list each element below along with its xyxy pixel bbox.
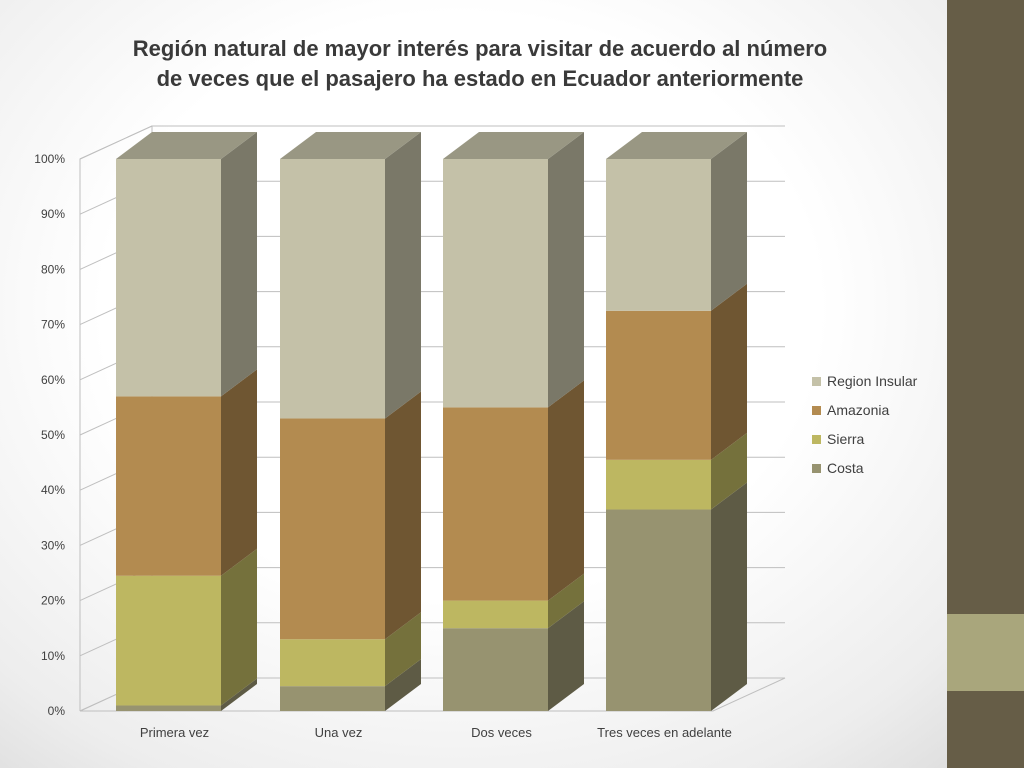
bar-costa-1: [116, 705, 221, 711]
bar-sierra-4: [606, 459, 711, 510]
y-tick-label: 100%: [34, 152, 65, 166]
x-category-label: Primera vez: [140, 725, 209, 740]
chart-title: Región natural de mayor interés para vis…: [100, 34, 860, 94]
chart-title-line-2: de veces que el pasajero ha estado en Ec…: [156, 66, 804, 91]
x-category-label: Dos veces: [471, 725, 532, 740]
bar-region-insular-2-side: [385, 132, 421, 419]
bar-top-4: [606, 132, 747, 159]
bar-top-3: [443, 132, 584, 159]
gridline: [79, 125, 785, 160]
y-tick-label: 30%: [41, 538, 65, 552]
legend-label: Amazonia: [827, 402, 889, 418]
x-category-label: Tres veces en adelante: [597, 725, 732, 740]
bar-amazonia-2: [280, 418, 385, 640]
y-tick-label: 20%: [41, 594, 65, 608]
y-tick-label: 10%: [41, 649, 65, 663]
bar-region-insular-4: [606, 159, 711, 311]
y-axis-tick-labels: 0% 10% 20% 30% 40% 50% 60% 70% 80% 90% 100%: [34, 152, 65, 718]
legend-swatch: [812, 406, 821, 415]
bar-region-insular-2: [280, 159, 385, 419]
legend-label: Costa: [827, 460, 864, 476]
bar-region-insular-3-side: [548, 132, 584, 408]
y-tick-label: 90%: [41, 207, 65, 221]
bar-costa-3-side: [548, 601, 584, 711]
bar-sierra-1-side: [221, 548, 257, 706]
y-tick-label: 70%: [41, 318, 65, 332]
y-tick-label: 80%: [41, 262, 65, 276]
bar-amazonia-1: [116, 396, 221, 576]
bar-costa-1-side: [221, 678, 257, 711]
bar-sierra-1: [116, 575, 221, 706]
legend-swatch: [812, 435, 821, 444]
bar-amazonia-3-side: [548, 380, 584, 601]
bar-sierra-3-side: [548, 573, 584, 629]
chart-title-line-1: Región natural de mayor interés para vis…: [132, 36, 828, 61]
y-tick-label: 50%: [41, 428, 65, 442]
y-tick-label: 60%: [41, 373, 65, 387]
bar-costa-4-side: [711, 482, 747, 711]
chart-bars: [116, 132, 747, 711]
legend-label: Sierra: [827, 431, 865, 447]
chart-legend: Region Insular Amazonia Sierra Costa: [812, 373, 918, 476]
x-category-label: Una vez: [315, 725, 363, 740]
bar-region-insular-3: [443, 159, 548, 408]
legend-label: Region Insular: [827, 373, 918, 389]
bar-costa-4: [606, 509, 711, 711]
x-axis-category-labels: Primera vez Una vez Dos veces Tres veces en…: [140, 725, 732, 740]
bar-region-insular-1-side: [221, 132, 257, 397]
bar-amazonia-4: [606, 310, 711, 460]
bar-sierra-4-side: [711, 432, 747, 510]
legend-swatch: [812, 464, 821, 473]
y-tick-label: 0%: [48, 704, 66, 718]
bar-sierra-2-side: [385, 612, 421, 687]
bar-amazonia-2-side: [385, 391, 421, 640]
y-tick-label: 40%: [41, 483, 65, 497]
bar-amazonia-4-side: [711, 283, 747, 460]
bar-costa-3: [443, 628, 548, 711]
bar-costa-2-side: [385, 659, 421, 711]
bar-amazonia-1-side: [221, 369, 257, 576]
bar-sierra-3: [443, 600, 548, 629]
bar-top-2: [280, 132, 421, 159]
bar-top-1: [116, 132, 257, 159]
bar-costa-2: [280, 686, 385, 711]
bar-sierra-2: [280, 639, 385, 687]
bar-amazonia-3: [443, 407, 548, 601]
bar-region-insular-1: [116, 159, 221, 397]
bar-region-insular-4-side: [711, 132, 747, 311]
decorative-side-accent: [947, 614, 1024, 691]
legend-swatch: [812, 377, 821, 386]
